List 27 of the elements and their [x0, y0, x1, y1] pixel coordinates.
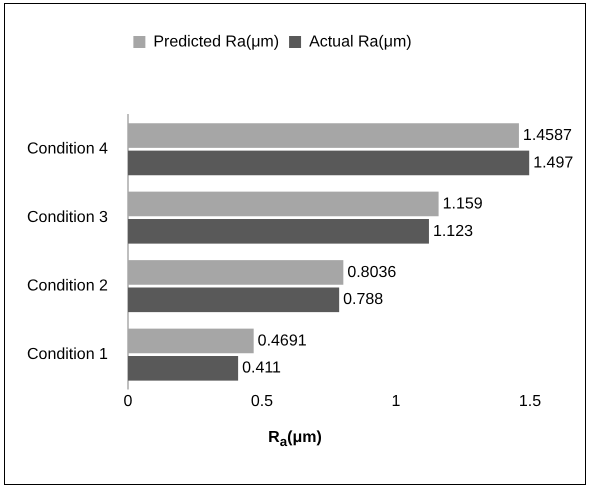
data-label: 0.8036	[347, 264, 396, 281]
data-label: 0.4691	[258, 332, 307, 350]
x-tick-label: 0.5	[250, 392, 274, 410]
x-tick-label: 1	[392, 392, 401, 410]
bar	[128, 192, 439, 216]
bar	[128, 150, 530, 176]
y-tick-label: Condition 4	[26, 140, 108, 158]
y-tick-label: Condition 1	[26, 346, 108, 363]
bar	[128, 123, 519, 148]
data-label: 1.123	[432, 222, 474, 240]
y-tick-label: Condition 2	[26, 278, 108, 295]
y-tick-label: Condition 3	[26, 209, 108, 226]
x-axis-title: R$_{a}$(μm)	[267, 429, 323, 450]
data-label: 0.411	[242, 360, 282, 377]
data-label: 1.497	[533, 154, 574, 172]
bar	[128, 328, 254, 354]
data-label: 1.4587	[522, 126, 572, 144]
bar	[128, 356, 238, 381]
x-tick-label: 0	[123, 392, 132, 410]
bar	[128, 260, 344, 285]
data-label: 1.159	[442, 195, 483, 212]
bar	[128, 219, 429, 244]
legend-label: Actual Ra(μm)	[309, 33, 412, 50]
legend-label: Predicted Ra(μm)	[153, 33, 280, 50]
bar	[128, 287, 340, 312]
data-label: 0.788	[343, 291, 384, 308]
x-tick-label: 1.5	[518, 392, 542, 410]
